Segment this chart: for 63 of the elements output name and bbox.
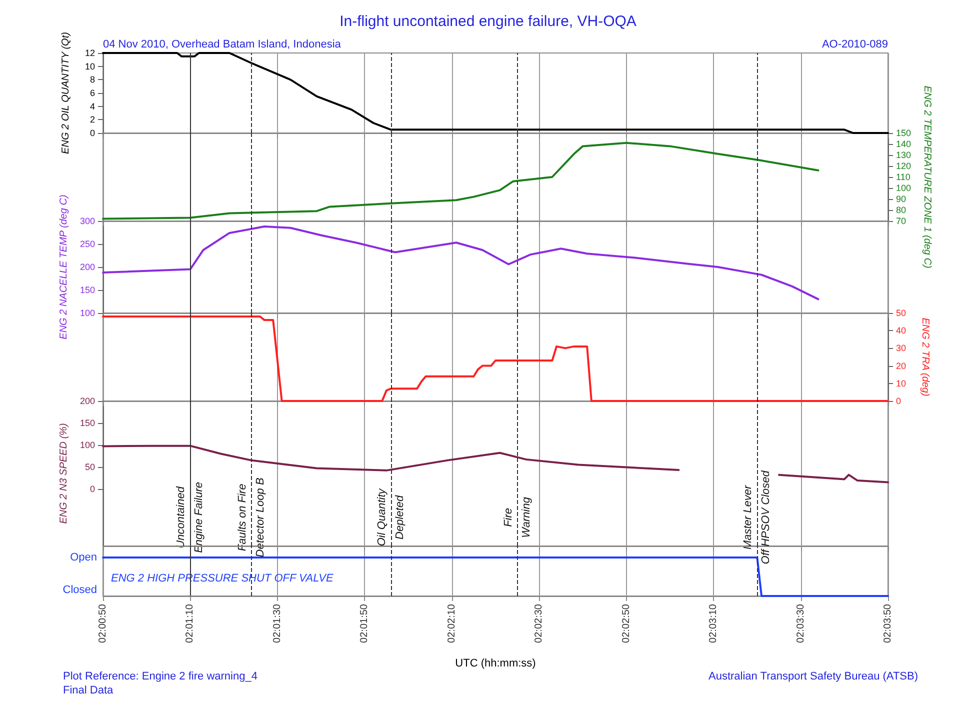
line-series xyxy=(102,142,820,220)
y-tick-label: 100 xyxy=(80,440,95,450)
y2-axis-title: ENG 2 TRA (deg) xyxy=(920,318,930,396)
y-tick-label: 150 xyxy=(80,418,95,428)
y-tick-label: 4 xyxy=(90,101,95,112)
y2-tick-label: 50 xyxy=(896,308,906,318)
x-axis-title: UTC (hh:mm:ss) xyxy=(455,658,536,670)
y-tick-label: 12 xyxy=(84,48,95,58)
y-tick-label: 300 xyxy=(80,216,95,226)
y2-tick-label: 110 xyxy=(896,172,910,182)
y2-tick-label: 100 xyxy=(896,183,912,193)
ref-line-label: Faults on Fire Detector Loop B xyxy=(236,478,266,558)
line-series xyxy=(102,226,820,300)
y2-tick-label: 10 xyxy=(896,378,906,388)
text: Closed xyxy=(62,584,97,596)
chart-subtitle: 04 Nov 2010, Overhead Batam Island, Indonesia xyxy=(103,38,342,50)
x-tick-label: 02:03:10 xyxy=(708,604,720,643)
y-tick-label: 10 xyxy=(84,61,95,72)
x-tick-label: 02:01:30 xyxy=(272,604,283,643)
ref-line-label: Oil Quantity Depleted xyxy=(376,487,406,546)
y2-tick-label: 20 xyxy=(896,360,906,371)
chart-title: In-flight uncontained engine failure, VH-OQA xyxy=(340,13,636,30)
y-tick-label: 200 xyxy=(80,396,95,406)
y-tick-label: 6 xyxy=(90,88,95,98)
y2-tick-label: 140 xyxy=(896,139,912,149)
x-tick-label: 02:00:50 xyxy=(98,604,108,643)
y2-tick-label: 70 xyxy=(896,216,906,226)
y2-tick-label: 30 xyxy=(896,343,906,354)
y-tick-label: 0 xyxy=(90,484,95,494)
text: Open xyxy=(70,552,97,564)
x-tick-label: 02:01:10 xyxy=(184,604,196,643)
y2-tick-label: 80 xyxy=(896,205,906,215)
y2-tick-label: 90 xyxy=(896,194,906,204)
text: Australian Transport Safety Bureau (ATSB) xyxy=(708,670,918,682)
y2-axis-title: ENG 2 TEMPERATURE ZONE 1 (deg C) xyxy=(921,86,932,268)
y2-tick-label: 130 xyxy=(896,150,912,160)
x-tick-label: 02:03:50 xyxy=(882,604,894,643)
ref-line-label: Uncontained Engine Failure xyxy=(175,482,206,553)
y-tick-label: 100 xyxy=(80,308,95,318)
x-tick-label: 02:03:30 xyxy=(795,604,806,643)
y-axis-title: ENG 2 N3 SPEED (%) xyxy=(58,423,70,524)
y-tick-label: 250 xyxy=(80,239,95,249)
y2-tick-label: 150 xyxy=(896,128,912,138)
text: Plot Reference: Engine 2 fire warning_4 xyxy=(63,670,258,682)
y2-tick-label: 0 xyxy=(896,396,902,406)
y-tick-label: 0 xyxy=(90,128,95,138)
text: Final Data xyxy=(63,684,114,696)
y-tick-label: 200 xyxy=(80,262,95,272)
y-tick-label: 150 xyxy=(80,285,95,295)
y-axis-title: ENG 2 NACELLE TEMP (deg C) xyxy=(58,194,70,340)
x-tick-label: 02:02:10 xyxy=(446,604,458,643)
y-tick-label: 50 xyxy=(84,462,95,472)
ref-line-label: Master Lever Off HPSOV Closed xyxy=(742,470,772,564)
x-tick-label: 02:02:50 xyxy=(620,604,632,643)
y-axis-title: ENG 2 OIL QUANTITY (Qt) xyxy=(60,32,72,154)
x-tick-label: 02:01:50 xyxy=(359,604,370,643)
ref-line-label: Fire Warning xyxy=(502,496,532,538)
text: AO-2010-089 xyxy=(822,38,888,50)
y-tick-label: 8 xyxy=(90,74,95,85)
y-tick-label: 2 xyxy=(90,114,95,125)
y2-tick-label: 40 xyxy=(896,326,906,336)
x-tick-label: 02:02:30 xyxy=(534,604,545,643)
y2-tick-label: 120 xyxy=(896,161,912,171)
